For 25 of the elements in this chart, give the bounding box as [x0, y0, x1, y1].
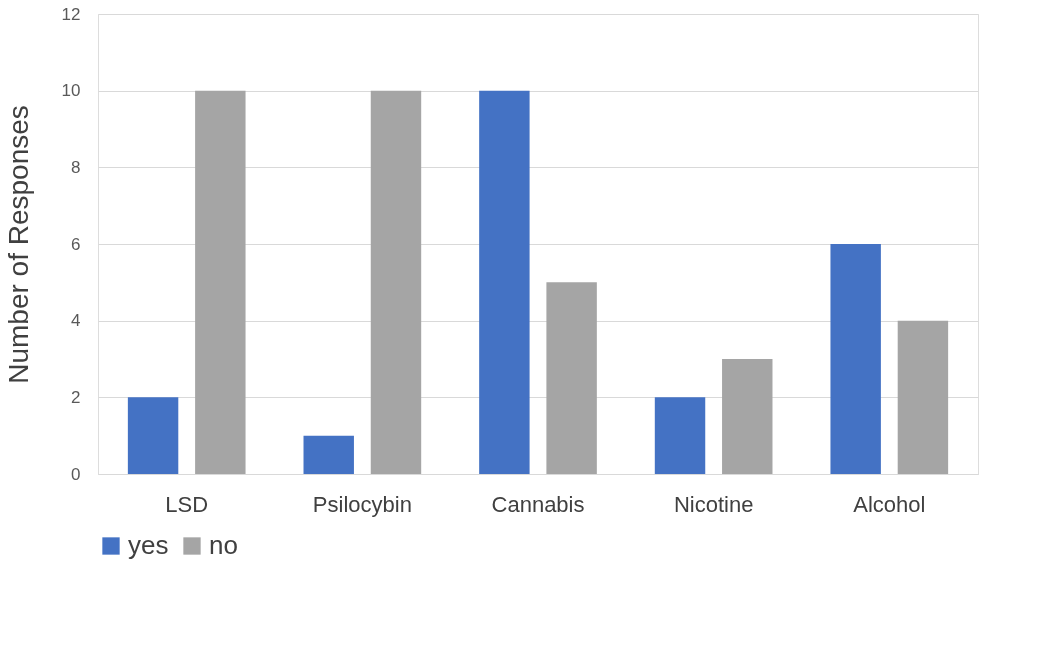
- bar: [127, 397, 179, 474]
- x-tick-label: Psilocybin: [312, 491, 412, 517]
- x-tick-label: Alcohol: [853, 491, 926, 517]
- y-tick-label: 6: [71, 234, 81, 254]
- bar: [546, 282, 597, 474]
- y-tick-label: 10: [61, 81, 81, 101]
- y-tick-label: 4: [71, 311, 81, 331]
- bar: [195, 90, 246, 474]
- x-tick-label: Nicotine: [673, 491, 754, 517]
- x-tick-label: Cannabis: [491, 491, 585, 517]
- bar: [370, 90, 422, 474]
- legend-label: yes: [128, 530, 169, 560]
- y-tick-label: 2: [71, 387, 81, 407]
- legend-label: no: [209, 530, 238, 560]
- bar: [830, 244, 881, 474]
- bar: [897, 320, 949, 474]
- x-tick-label: LSD: [165, 491, 209, 517]
- bar: [303, 435, 354, 474]
- bar: [479, 90, 530, 474]
- bar: [654, 397, 706, 474]
- y-tick-label: 8: [71, 157, 81, 177]
- y-tick-label: 0: [71, 464, 81, 484]
- y-tick-label: 12: [61, 4, 81, 24]
- bar: [722, 359, 773, 474]
- y-axis-title: Number of Responses: [2, 105, 34, 384]
